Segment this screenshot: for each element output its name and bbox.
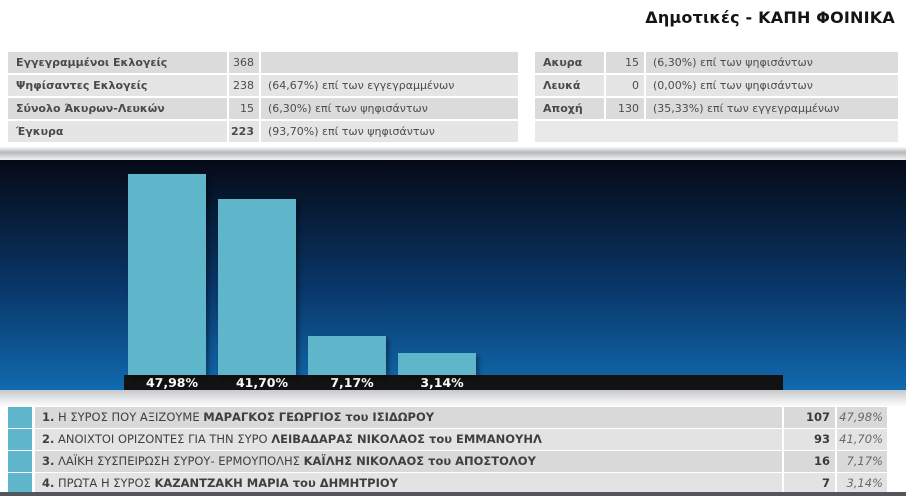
stats-row: Σύνολο Άκυρων-Λευκών 15 (6,30%) επί των ψη…: [8, 98, 518, 119]
candidate-name: ΛΕΙΒΑΔΑΡΑΣ ΝΙΚΟΛΑΟΣ του ΕΜΜΑΝΟΥΗΛ: [271, 432, 542, 446]
chart-bar-3: [308, 336, 386, 375]
result-row: 2. ΑΝΟΙΧΤΟΙ ΟΡΙΖΟΝΤΕΣ ΓΙΑ ΤΗΝ ΣΥΡΟ ΛΕΙΒΑ…: [8, 429, 899, 450]
result-row: 3. ΛΑΪΚΗ ΣΥΣΠΕΙΡΩΣΗ ΣΥΡΟΥ- ΕΡΜΟΥΠΟΛΗΣ ΚΑ…: [8, 451, 899, 472]
result-rank: 1.: [42, 410, 55, 424]
stats-value: 0: [606, 75, 644, 96]
stats-row: Εγγεγραμμένοι Εκλογείς 368: [8, 52, 518, 73]
chart-bar-value-label: 41,70%: [235, 375, 289, 390]
result-row: 4. ΠΡΩΤΑ Η ΣΥΡΟΣ ΚΑΖΑΝΤΖΑΚΗ ΜΑΡΙΑ του ΔΗ…: [8, 473, 899, 494]
stats-label: Έγκυρα: [8, 121, 227, 142]
chart-bar-value-label: 47,98%: [145, 375, 199, 390]
stats-empty-cell: [535, 121, 898, 142]
chart-bar-value-label: 7,17%: [330, 375, 374, 390]
stats-value: 15: [606, 52, 644, 73]
party-color-swatch: [8, 407, 32, 428]
party-name: Η ΣΥΡΟΣ ΠΟΥ ΑΞΙΖΟΥΜΕ: [58, 410, 200, 424]
stats-note: (35,33%) επί των εγγεγραμμένων: [646, 98, 898, 119]
stats-row-empty: [535, 121, 898, 142]
stats-value: 223: [229, 121, 259, 142]
result-rank: 3.: [42, 454, 55, 468]
party-color-swatch: [8, 451, 32, 472]
stats-note: (64,67%) επί των εγγεγραμμένων: [261, 75, 518, 96]
stats-label: Λευκά: [535, 75, 604, 96]
stats-row: Ακυρα 15 (6,30%) επί των ψηφισάντων: [535, 52, 898, 73]
result-votes: 16: [784, 451, 835, 472]
chart-bar-1: [128, 174, 206, 375]
stats-note: (93,70%) επί των ψηφισάντων: [261, 121, 518, 142]
result-row: 1. Η ΣΥΡΟΣ ΠΟΥ ΑΞΙΖΟΥΜΕ ΜΑΡΑΓΚΟΣ ΓΕΩΡΓΙΟ…: [8, 407, 899, 428]
result-text: 1. Η ΣΥΡΟΣ ΠΟΥ ΑΞΙΖΟΥΜΕ ΜΑΡΑΓΚΟΣ ΓΕΩΡΓΙΟ…: [35, 407, 782, 428]
party-color-swatch: [8, 473, 32, 494]
stats-row: Αποχή 130 (35,33%) επί των εγγεγραμμένων: [535, 98, 898, 119]
stats-note: (6,30%) επί των ψηφισάντων: [646, 52, 898, 73]
result-percentage: 3,14%: [837, 473, 887, 494]
result-votes: 107: [784, 407, 835, 428]
result-percentage: 41,70%: [837, 429, 887, 450]
chart-bar-4: [398, 353, 476, 375]
stats-row: Έγκυρα 223 (93,70%) επί των ψηφισάντων: [8, 121, 518, 142]
stats-value: 238: [229, 75, 259, 96]
result-votes: 93: [784, 429, 835, 450]
stats-note: (0,00%) επί των ψηφισάντων: [646, 75, 898, 96]
stats-row: Ψηφίσαντες Εκλογείς 238 (64,67%) επί των ε…: [8, 75, 518, 96]
chart-bar-2: [218, 199, 296, 375]
result-text: 2. ΑΝΟΙΧΤΟΙ ΟΡΙΖΟΝΤΕΣ ΓΙΑ ΤΗΝ ΣΥΡΟ ΛΕΙΒΑ…: [35, 429, 782, 450]
stats-value: 368: [229, 52, 259, 73]
stats-row: Λευκά 0 (0,00%) επί των ψηφισάντων: [535, 75, 898, 96]
result-percentage: 7,17%: [837, 451, 887, 472]
results-bar-chart: 47,98% 41,70% 7,17% 3,14%: [0, 160, 906, 390]
bottom-separator-line: [0, 492, 906, 496]
result-text: 3. ΛΑΪΚΗ ΣΥΣΠΕΙΡΩΣΗ ΣΥΡΟΥ- ΕΡΜΟΥΠΟΛΗΣ ΚΑ…: [35, 451, 782, 472]
party-name: ΑΝΟΙΧΤΟΙ ΟΡΙΖΟΝΤΕΣ ΓΙΑ ΤΗΝ ΣΥΡΟ: [58, 432, 268, 446]
result-percentage: 47,98%: [837, 407, 887, 428]
candidate-name: ΚΑΪΛΗΣ ΝΙΚΟΛΑΟΣ του ΑΠΟΣΤΟΛΟΥ: [303, 454, 536, 468]
stats-value: 130: [606, 98, 644, 119]
divider-strip-top: [0, 147, 906, 160]
candidate-name: ΚΑΖΑΝΤΖΑΚΗ ΜΑΡΙΑ του ΔΗΜΗΤΡΙΟΥ: [154, 476, 398, 490]
result-rank: 4.: [42, 476, 55, 490]
stats-label: Ακυρα: [535, 52, 604, 73]
stats-table-right: Ακυρα 15 (6,30%) επί των ψηφισάντων Λευκά 0(…: [535, 52, 898, 144]
divider-strip-bottom: [0, 390, 906, 406]
stats-value: 15: [229, 98, 259, 119]
chart-bar-value-label: 3,14%: [420, 375, 464, 390]
stats-label: Ψηφίσαντες Εκλογείς: [8, 75, 227, 96]
stats-note: [261, 52, 518, 73]
stats-label: Αποχή: [535, 98, 604, 119]
party-name: ΠΡΩΤΑ Η ΣΥΡΟΣ: [58, 476, 151, 490]
candidate-results-list: 1. Η ΣΥΡΟΣ ΠΟΥ ΑΞΙΖΟΥΜΕ ΜΑΡΑΓΚΟΣ ΓΕΩΡΓΙΟ…: [8, 407, 899, 495]
candidate-name: ΜΑΡΑΓΚΟΣ ΓΕΩΡΓΙΟΣ του ΙΣΙΔΩΡΟΥ: [203, 410, 435, 424]
stats-note: (6,30%) επί των ψηφισάντων: [261, 98, 518, 119]
stats-label: Σύνολο Άκυρων-Λευκών: [8, 98, 227, 119]
party-color-swatch: [8, 429, 32, 450]
party-name: ΛΑΪΚΗ ΣΥΣΠΕΙΡΩΣΗ ΣΥΡΟΥ- ΕΡΜΟΥΠΟΛΗΣ: [58, 454, 300, 468]
page-title: Δημοτικές - ΚΑΠΗ ΦΟΙΝΙΚΑ: [645, 8, 895, 27]
result-text: 4. ΠΡΩΤΑ Η ΣΥΡΟΣ ΚΑΖΑΝΤΖΑΚΗ ΜΑΡΙΑ του ΔΗ…: [35, 473, 782, 494]
result-votes: 7: [784, 473, 835, 494]
result-rank: 2.: [42, 432, 55, 446]
chart-percentage-strip: 47,98% 41,70% 7,17% 3,14%: [124, 375, 783, 390]
stats-table-left: Εγγεγραμμένοι Εκλογείς 368 Ψηφίσαντες Εκλο…: [8, 52, 518, 144]
stats-label: Εγγεγραμμένοι Εκλογείς: [8, 52, 227, 73]
